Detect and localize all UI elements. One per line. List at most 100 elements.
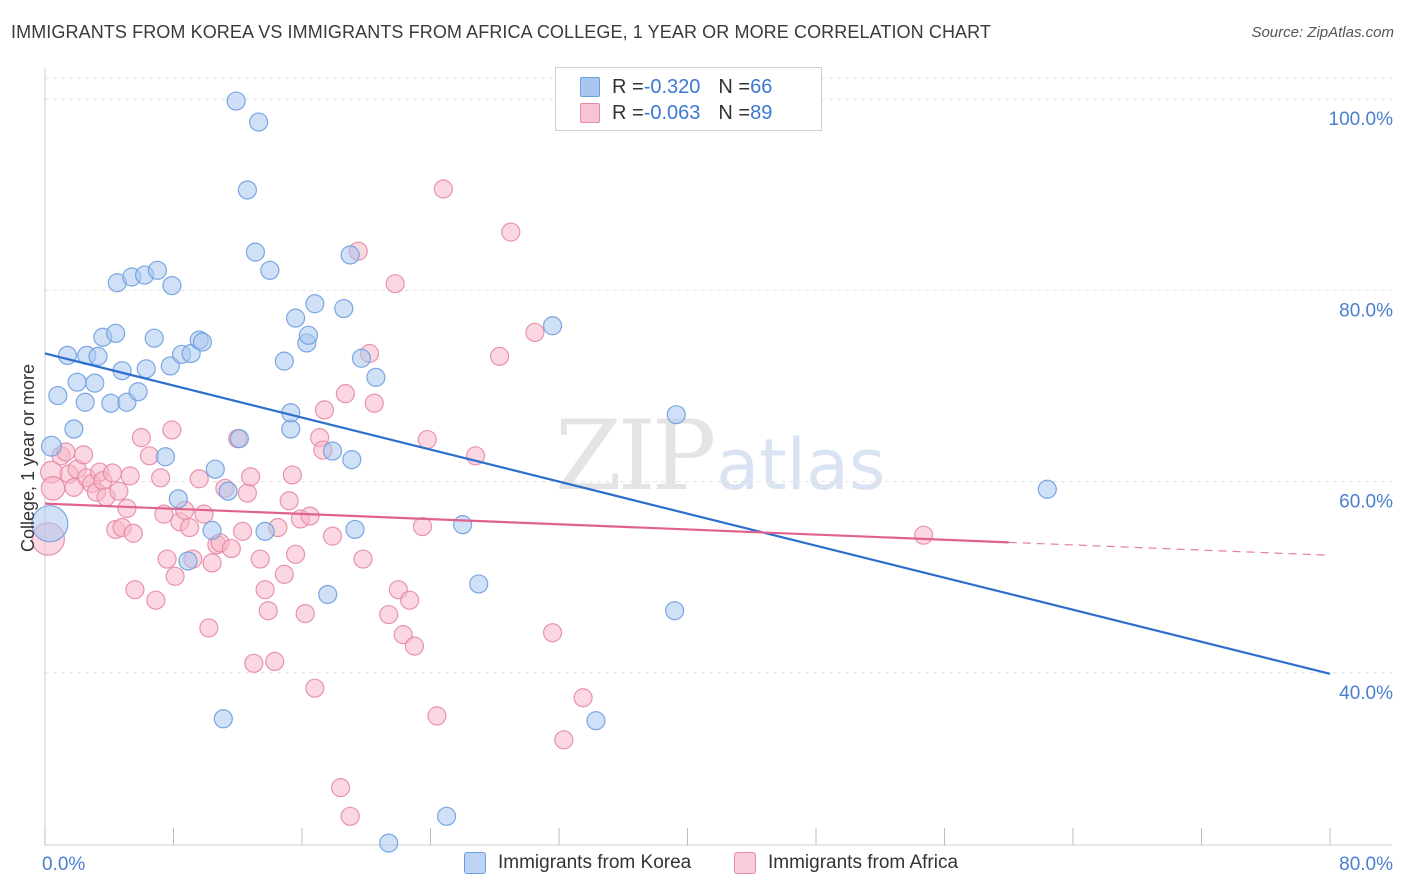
x-tick-label: 0.0% <box>42 854 85 875</box>
legend-item-africa[interactable]: Immigrants from Africa <box>734 852 958 874</box>
korea-n-value: 66 <box>750 75 773 98</box>
africa-point <box>221 538 241 559</box>
korea-r-label: R = <box>612 75 644 98</box>
africa-point <box>285 544 306 564</box>
korea-point <box>67 372 87 392</box>
korea-swatch <box>580 77 600 97</box>
korea-point <box>218 481 238 501</box>
africa-point <box>400 590 420 610</box>
korea-point <box>64 419 84 439</box>
africa-n-label: N = <box>718 101 751 124</box>
korea-point <box>586 711 606 731</box>
africa-point <box>385 274 405 294</box>
korea-point <box>226 91 246 111</box>
korea-point <box>31 505 69 543</box>
korea-n-label: N = <box>718 75 751 98</box>
korea-point <box>213 709 233 729</box>
legend-africa-label: Immigrants from Africa <box>768 852 959 873</box>
korea-point <box>436 806 457 826</box>
korea-point <box>342 450 362 470</box>
korea-point <box>255 521 275 541</box>
korea-point <box>101 393 121 413</box>
korea-r-value: -0.320 <box>643 75 701 98</box>
africa-swatch <box>580 103 600 123</box>
korea-point <box>237 180 257 200</box>
africa-point <box>274 564 294 584</box>
africa-point <box>255 580 275 600</box>
korea-point <box>318 584 338 605</box>
africa-point <box>314 400 335 420</box>
africa-point <box>340 806 360 826</box>
grid-layer <box>45 77 1392 674</box>
africa-point <box>265 651 285 672</box>
series-legend: Immigrants from Korea Immigrants from Af… <box>0 852 1406 878</box>
zipatlas-watermark: ZIPatlas <box>555 400 885 512</box>
africa-point <box>417 429 437 450</box>
axes-layer <box>44 68 1392 846</box>
korea-point <box>88 346 108 366</box>
korea-point <box>260 260 280 280</box>
africa-point <box>258 601 278 621</box>
watermark-zip: ZIP <box>555 400 716 512</box>
africa-point <box>131 428 151 448</box>
korea-point <box>40 435 62 457</box>
africa-point <box>322 526 343 546</box>
africa-point <box>427 706 447 726</box>
africa-point <box>573 688 593 708</box>
korea-point <box>1037 479 1057 499</box>
africa-point <box>295 603 315 624</box>
africa-point <box>542 623 563 643</box>
africa-r-label: R = <box>612 101 644 124</box>
korea-point <box>469 574 489 594</box>
korea-point <box>340 245 360 265</box>
korea-point <box>379 833 399 853</box>
africa-point <box>279 491 299 511</box>
korea-point <box>245 242 266 262</box>
watermark-atlas: atlas <box>716 424 886 506</box>
stats-row-korea: R = -0.320 N = 66 <box>580 74 772 100</box>
legend-item-korea[interactable]: Immigrants from Korea <box>464 852 691 874</box>
africa-point <box>364 393 384 413</box>
korea-point <box>128 382 148 402</box>
korea-point <box>666 405 686 425</box>
africa-point <box>199 618 219 638</box>
korea-point <box>155 447 176 467</box>
korea-point <box>48 385 68 406</box>
korea-point <box>345 519 365 540</box>
africa-r-value: -0.063 <box>643 101 701 124</box>
korea-point <box>249 112 269 132</box>
africa-point <box>404 636 425 656</box>
africa-point <box>120 466 140 486</box>
legend-korea-swatch <box>464 852 486 874</box>
korea-point <box>162 275 182 296</box>
source-credit: Source: ZipAtlas.com <box>1251 24 1394 41</box>
y-tick-label: 40.0% <box>1339 683 1393 704</box>
africa-point <box>330 778 351 798</box>
korea-point <box>192 332 213 352</box>
korea-point <box>298 325 319 345</box>
korea-point <box>542 316 563 336</box>
korea-point <box>178 551 198 571</box>
korea-point <box>144 328 164 348</box>
korea-point <box>147 260 168 280</box>
africa-point <box>202 553 222 573</box>
korea-point <box>274 351 294 371</box>
africa-point <box>73 445 94 465</box>
korea-point <box>229 428 249 449</box>
africa-n-value: 89 <box>750 101 773 124</box>
africa-point <box>237 483 257 503</box>
africa-point <box>40 476 66 501</box>
africa-point <box>335 384 355 404</box>
africa-point <box>157 549 177 569</box>
africa-point <box>146 590 166 610</box>
africa-point <box>393 625 413 645</box>
africa-trend-line <box>44 502 1009 544</box>
legend-africa-swatch <box>734 852 756 874</box>
stats-row-africa: R = -0.063 N = 89 <box>580 100 772 126</box>
trend-layer <box>44 352 1331 675</box>
korea-point <box>281 419 301 439</box>
africa-point <box>305 678 325 698</box>
korea-point <box>106 323 126 344</box>
y-axis-label: College, 1 year or more <box>18 364 38 552</box>
